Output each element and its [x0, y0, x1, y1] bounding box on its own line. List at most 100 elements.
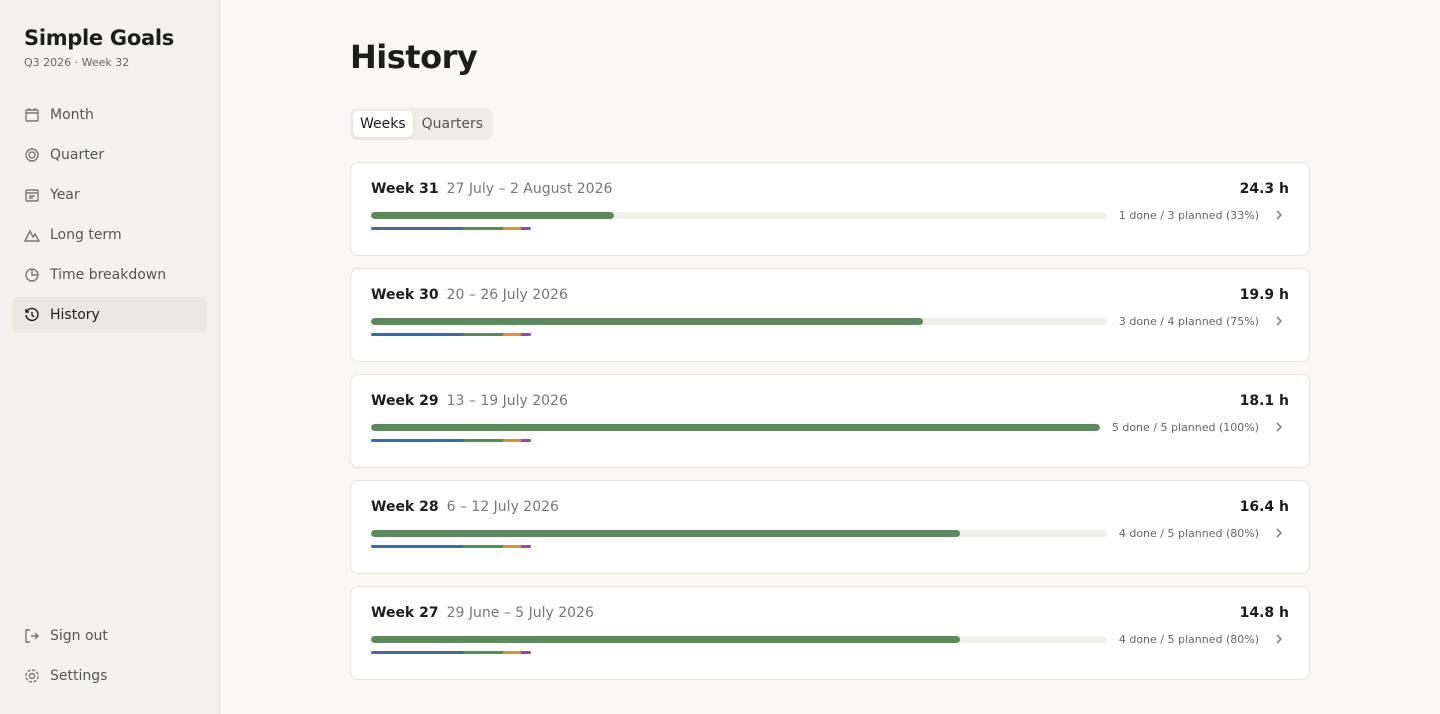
- mix-segment: [463, 333, 503, 336]
- category-mix: [371, 227, 531, 230]
- mix-segment: [521, 227, 531, 230]
- week-header: Week 27 29 June – 5 July 2026 14.8 h: [371, 603, 1289, 623]
- week-card[interactable]: Week 27 29 June – 5 July 2026 14.8 h 4 done…: [350, 586, 1310, 680]
- nav-label: Time breakdown: [50, 267, 167, 283]
- nav-item-active[interactable]: History: [12, 297, 207, 333]
- mix-segment: [371, 651, 463, 654]
- week-header: Week 30 20 – 26 July 2026 19.9 h: [371, 285, 1289, 305]
- tabs: Weeks Quarters: [350, 108, 494, 140]
- chevron[interactable]: [1269, 633, 1289, 645]
- icon: [25, 189, 39, 202]
- icon: [24, 229, 40, 242]
- progress-row: 3 done / 4 planned (75%): [371, 314, 1289, 328]
- nav-item[interactable]: Settings: [12, 658, 207, 694]
- chevron[interactable]: [1269, 421, 1289, 433]
- nav-item[interactable]: Month: [12, 97, 207, 133]
- progress-row: 1 done / 3 planned (33%): [371, 208, 1289, 222]
- progress-track: [371, 423, 1100, 431]
- nav-label: Year: [50, 187, 80, 203]
- icon: [25, 629, 39, 643]
- tab[interactable]: Quarters: [421, 116, 484, 132]
- week-label: Week 27: [371, 605, 439, 621]
- progress-label: 4 done / 5 planned (80%): [1118, 632, 1259, 646]
- mix-segment: [463, 439, 503, 442]
- progress-track: [371, 635, 1107, 643]
- week-range: 13 – 19 July 2026: [446, 393, 568, 409]
- icon: [25, 669, 39, 683]
- week-list: Week 31 27 July – 2 August 2026 24.3 h 1 do…: [350, 162, 1310, 680]
- week-card[interactable]: Week 31 27 July – 2 August 2026 24.3 h 1 do…: [350, 162, 1310, 256]
- week-header: Week 28 6 – 12 July 2026 16.4 h: [371, 497, 1289, 517]
- progress-track: [371, 529, 1107, 537]
- week-hours: 24.3 h: [1239, 181, 1289, 197]
- nav-item[interactable]: Quarter: [12, 137, 207, 173]
- progress-track: [371, 211, 1107, 219]
- week-hours: 18.1 h: [1239, 393, 1289, 409]
- chevron-path: [1276, 634, 1283, 644]
- chevron-path: [1276, 210, 1283, 220]
- mix-segment: [371, 545, 463, 548]
- mix-segment: [521, 333, 531, 336]
- mix-segment: [463, 227, 503, 230]
- chevron[interactable]: [1269, 209, 1289, 221]
- chevron-path: [1276, 528, 1283, 538]
- page-title: History: [350, 38, 478, 76]
- mix-segment: [503, 545, 521, 548]
- progress-row: 4 done / 5 planned (80%): [371, 632, 1289, 646]
- progress-track: [371, 317, 1107, 325]
- progress-label: 4 done / 5 planned (80%): [1118, 526, 1259, 540]
- mix-segment: [463, 545, 503, 548]
- progress-label: 3 done / 4 planned (75%): [1118, 314, 1259, 328]
- nav: Month Quarter Year Long term Time breakd…: [12, 97, 207, 333]
- nav-label: Quarter: [50, 147, 105, 163]
- progress-row: 4 done / 5 planned (80%): [371, 526, 1289, 540]
- icon: [25, 268, 39, 282]
- progress-label: 5 done / 5 planned (100%): [1111, 420, 1259, 434]
- week-header: Week 31 27 July – 2 August 2026 24.3 h: [371, 179, 1289, 199]
- mix-segment: [521, 651, 531, 654]
- nav-item[interactable]: Time breakdown: [12, 257, 207, 293]
- week-label: Week 29: [371, 393, 439, 409]
- sidebar: Simple Goals Q3 2026 · Week 32 Month Qua…: [0, 0, 220, 714]
- week-card[interactable]: Week 28 6 – 12 July 2026 16.4 h 4 done / 5 …: [350, 480, 1310, 574]
- icon: [25, 148, 39, 162]
- nav-item[interactable]: Long term: [12, 217, 207, 253]
- category-mix: [371, 651, 531, 654]
- mix-segment: [371, 333, 463, 336]
- category-mix: [371, 333, 531, 336]
- mix-segment: [521, 545, 531, 548]
- progress-row: 5 done / 5 planned (100%): [371, 420, 1289, 434]
- icon: [25, 108, 39, 122]
- week-hours: 19.9 h: [1239, 287, 1289, 303]
- progress-fill: [371, 211, 614, 219]
- mix-segment: [503, 651, 521, 654]
- app-subtitle: Q3 2026 · Week 32: [24, 56, 130, 69]
- week-hours: 14.8 h: [1239, 605, 1289, 621]
- week-range: 6 – 12 July 2026: [446, 499, 559, 515]
- mix-segment: [503, 227, 521, 230]
- nav-item[interactable]: Year: [12, 177, 207, 213]
- week-label: Week 31: [371, 181, 439, 197]
- app-title: Simple Goals: [24, 26, 174, 50]
- progress-label: 1 done / 3 planned (33%): [1118, 208, 1259, 222]
- week-range: 29 June – 5 July 2026: [446, 605, 594, 621]
- mix-segment: [503, 333, 521, 336]
- nav-item[interactable]: Sign out: [12, 618, 207, 654]
- progress-fill: [371, 635, 960, 643]
- chevron[interactable]: [1269, 315, 1289, 327]
- mix-segment: [521, 439, 531, 442]
- progress-fill: [371, 423, 1100, 431]
- category-mix: [371, 439, 531, 442]
- week-range: 20 – 26 July 2026: [446, 287, 568, 303]
- week-card[interactable]: Week 30 20 – 26 July 2026 19.9 h 3 done / 4…: [350, 268, 1310, 362]
- icon: [25, 307, 39, 322]
- week-card[interactable]: Week 29 13 – 19 July 2026 18.1 h 5 done / 5…: [350, 374, 1310, 468]
- mix-segment: [371, 439, 463, 442]
- week-range: 27 July – 2 August 2026: [446, 181, 613, 197]
- progress-fill: [371, 317, 923, 325]
- nav-label: Long term: [50, 227, 122, 243]
- tab-active[interactable]: Weeks: [353, 111, 413, 137]
- category-mix: [371, 545, 531, 548]
- chevron[interactable]: [1269, 527, 1289, 539]
